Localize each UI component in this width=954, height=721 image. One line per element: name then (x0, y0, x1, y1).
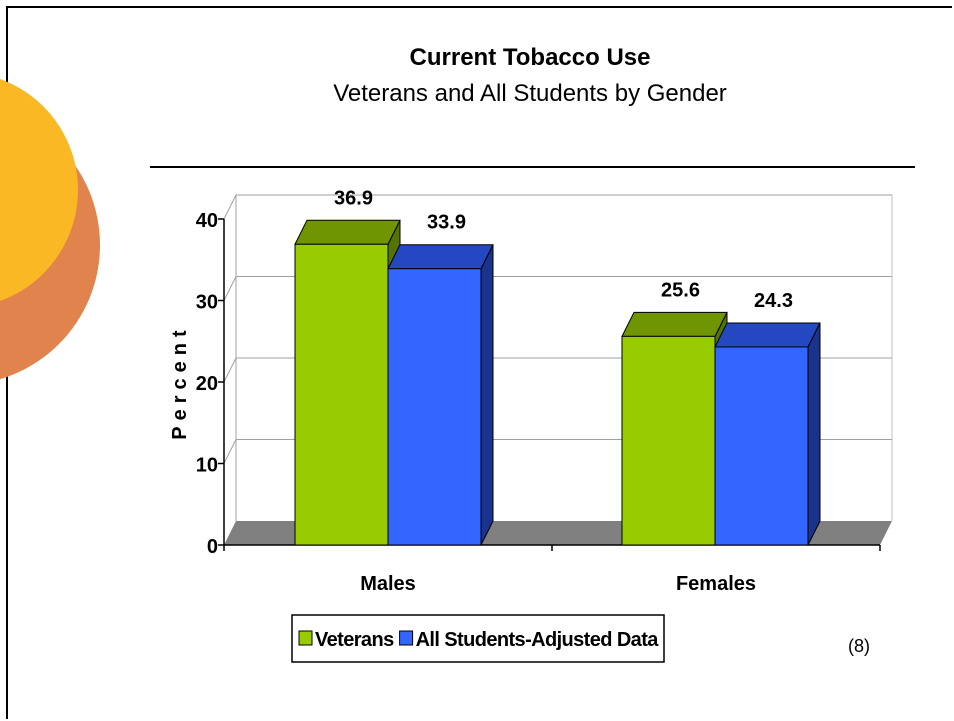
chart-title: Current Tobacco Use (409, 44, 651, 71)
legend-box (291, 614, 665, 663)
chart-bars (294, 219, 821, 546)
bar (387, 268, 482, 546)
y-tick-label: 40 (196, 210, 218, 232)
bar (621, 335, 716, 546)
bar (714, 346, 809, 546)
y-tick-label: 10 (196, 455, 218, 477)
data-label: 24.3 (754, 290, 793, 312)
y-axis-label: Percent (169, 324, 191, 439)
chart-labels: 0 10 20 30 40 Percent Males 36.9 33.9 Females 25.6… (169, 187, 793, 595)
decor-yellow-circle (0, 79, 78, 301)
data-label: 33.9 (427, 212, 466, 234)
y-tick-label: 0 (207, 536, 218, 558)
gridline (223, 194, 892, 220)
bar-top (387, 244, 494, 270)
y-tick-label: 20 (196, 373, 218, 395)
x-tick-label: Males (360, 573, 416, 595)
bar-top (621, 311, 728, 337)
legend-label: All Students-Adjusted Data (416, 629, 660, 651)
x-tick-label: Females (676, 573, 756, 595)
data-label: 36.9 (334, 187, 373, 209)
bar-top (294, 219, 401, 245)
chart-subtitle: Veterans and All Students by Gender (333, 80, 727, 107)
bar-side (480, 244, 494, 546)
bar (294, 243, 389, 546)
chart-legend: Veterans All Students-Adjusted Data (291, 614, 665, 663)
title-rule (150, 166, 915, 168)
footnote: (8) (848, 636, 870, 656)
legend-swatch (298, 630, 313, 646)
bar-side (807, 322, 821, 546)
y-tick-label: 30 (196, 292, 218, 314)
data-label: 25.6 (661, 279, 700, 301)
legend-swatch (399, 630, 414, 646)
legend-label: Veterans (315, 629, 394, 651)
bar-top (714, 322, 821, 348)
